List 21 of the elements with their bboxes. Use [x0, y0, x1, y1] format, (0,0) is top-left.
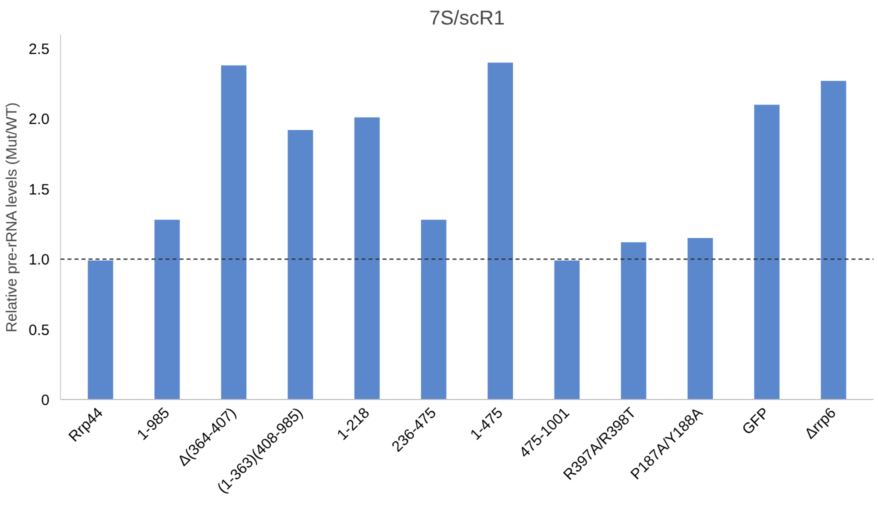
y-tick-label: 0.5	[28, 322, 50, 339]
bar	[688, 238, 713, 400]
bar	[221, 65, 246, 400]
bar	[620, 242, 646, 400]
chart-title: 7S/scR1	[429, 8, 505, 30]
y-tick-label: 2.0	[28, 111, 50, 128]
y-tick-label: 1.0	[28, 252, 50, 269]
bar	[88, 260, 114, 400]
y-tick-label: 1.5	[28, 181, 50, 198]
bar	[754, 104, 780, 400]
bar	[421, 220, 446, 400]
x-tick-label: GFP	[739, 404, 773, 438]
y-tick-label: 2.5	[28, 41, 50, 58]
y-tick-label: 0	[41, 392, 50, 409]
bar	[488, 62, 513, 400]
bar	[154, 220, 180, 400]
bar	[354, 117, 380, 400]
y-axis-title: Relative pre-rRNA levels (Mut/WT)	[4, 102, 21, 332]
bar	[820, 80, 846, 400]
bar	[288, 130, 314, 400]
bar	[554, 260, 580, 400]
